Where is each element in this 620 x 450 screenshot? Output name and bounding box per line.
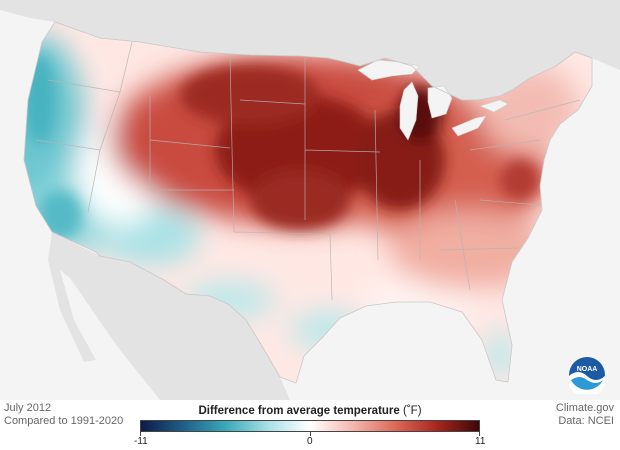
great-lakes xyxy=(357,59,509,141)
legend-max-label: 11 xyxy=(475,436,486,447)
legend-unit: (˚F) xyxy=(403,405,422,417)
credit-source: Data: NCEI xyxy=(558,415,614,427)
temperature-anomaly-map xyxy=(0,0,620,400)
us-outline xyxy=(23,21,593,384)
legend-tick-mid xyxy=(310,432,311,436)
legend-tick-max xyxy=(479,432,480,436)
legend-tick-min xyxy=(140,432,141,436)
legend-color-bar xyxy=(140,420,480,432)
map-credits: Climate.gov Data: NCEI xyxy=(556,402,614,428)
map-caption: July 2012 Compared to 1991-2020 xyxy=(4,402,123,428)
caption-month: July 2012 xyxy=(4,402,52,414)
legend-title: Difference from average temperature (˚F) xyxy=(140,405,480,417)
mexico-land xyxy=(48,232,290,400)
canada-land xyxy=(0,0,620,100)
map-svg xyxy=(0,0,620,400)
state-borders xyxy=(35,41,581,301)
legend-title-text: Difference from average temperature xyxy=(198,405,400,417)
noaa-logo-text: NOAA xyxy=(577,366,598,373)
caption-baseline: Compared to 1991-2020 xyxy=(4,415,124,427)
legend-mid-label: 0 xyxy=(307,436,313,447)
legend-min-label: -11 xyxy=(134,436,148,447)
credit-site: Climate.gov xyxy=(555,402,614,414)
noaa-logo: NOAA xyxy=(569,357,605,394)
